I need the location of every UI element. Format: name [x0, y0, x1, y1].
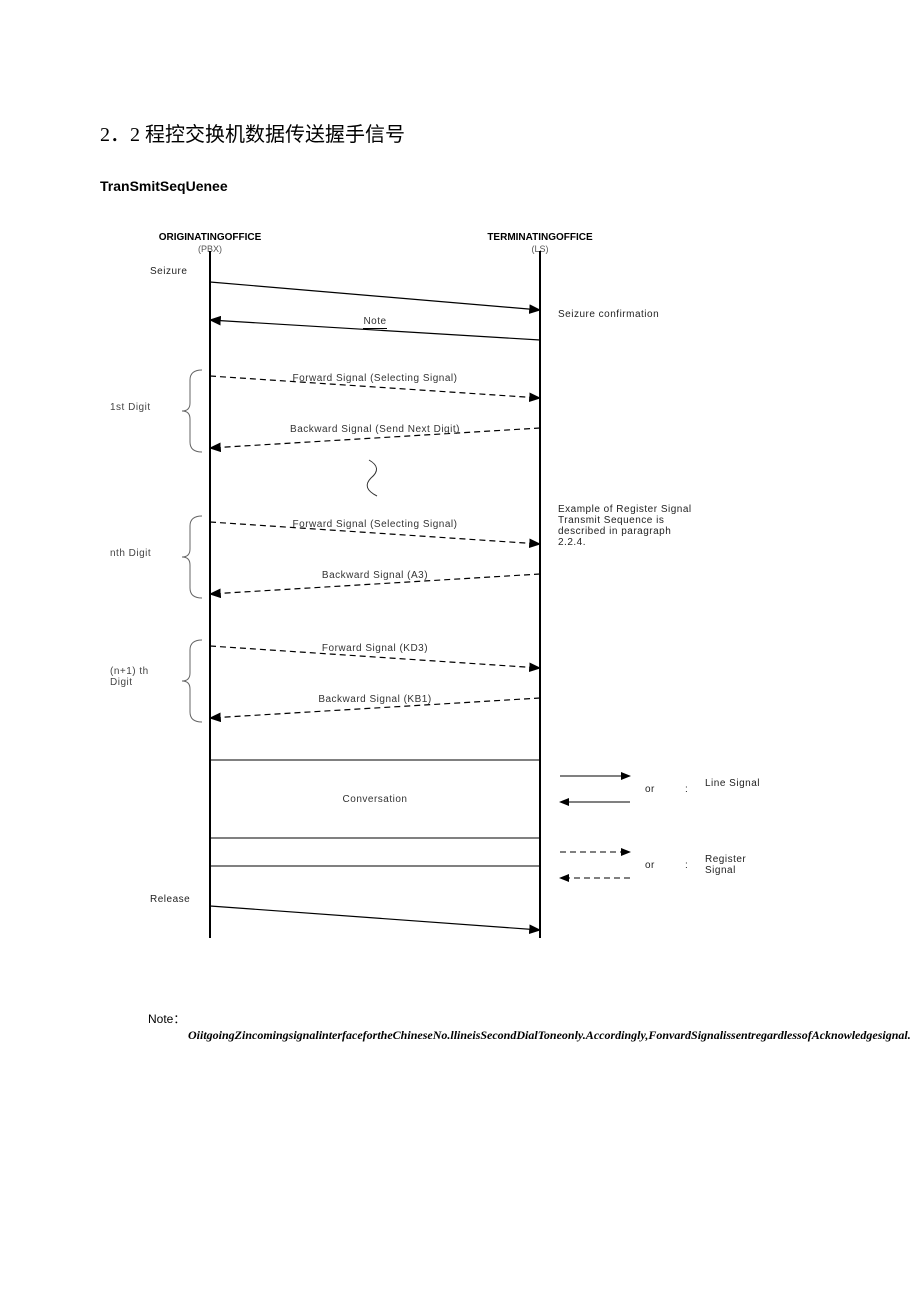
right-lifeline	[539, 251, 541, 938]
note-body: OiitgoingZincomingsignalinterfacefortheC…	[188, 1028, 808, 1043]
legend-or: or	[645, 784, 675, 795]
section-heading: 2．2 程控交换机数据传送握手信号	[100, 118, 405, 147]
message-label: Forward Signal (Selecting Signal)	[265, 373, 485, 384]
message-label: Forward Signal (Selecting Signal)	[265, 519, 485, 530]
legend-label: Register Signal	[705, 854, 795, 876]
left-lifeline	[209, 251, 211, 938]
legend-colon: :	[685, 784, 695, 795]
legend-or: or	[645, 860, 675, 871]
message-label: Backward Signal (Send Next Digit)	[265, 424, 485, 435]
legend-colon: :	[685, 860, 695, 871]
right-note-block: Example of Register Signal Transmit Sequ…	[558, 504, 758, 548]
right-event-label: Seizure confirmation	[558, 309, 758, 320]
digit-group-label: (n+1) th Digit	[110, 666, 190, 688]
message-label: Backward Signal (KB1)	[265, 694, 485, 705]
note-label: Note：	[148, 1010, 185, 1027]
message-label: Backward Signal (A3)	[265, 570, 485, 581]
digit-group-label: 1st Digit	[110, 402, 190, 413]
digit-group-label: nth Digit	[110, 548, 190, 559]
message-label: Forward Signal (KD3)	[265, 643, 485, 654]
message-label: Note	[265, 316, 485, 327]
originating-office-header: ORIGINATINGOFFICE	[140, 232, 280, 243]
page: 2．2 程控交换机数据传送握手信号 TranSmitSeqUenee ORIGI…	[0, 0, 920, 1301]
conversation-label: Conversation	[315, 794, 435, 805]
terminating-office-header: TERMINATINGOFFICE	[470, 232, 610, 243]
legend-label: Line Signal	[705, 778, 795, 789]
left-event-label: Seizure	[150, 266, 230, 277]
left-event-label: Release	[150, 894, 230, 905]
diagram-title: TranSmitSeqUenee	[100, 178, 228, 194]
